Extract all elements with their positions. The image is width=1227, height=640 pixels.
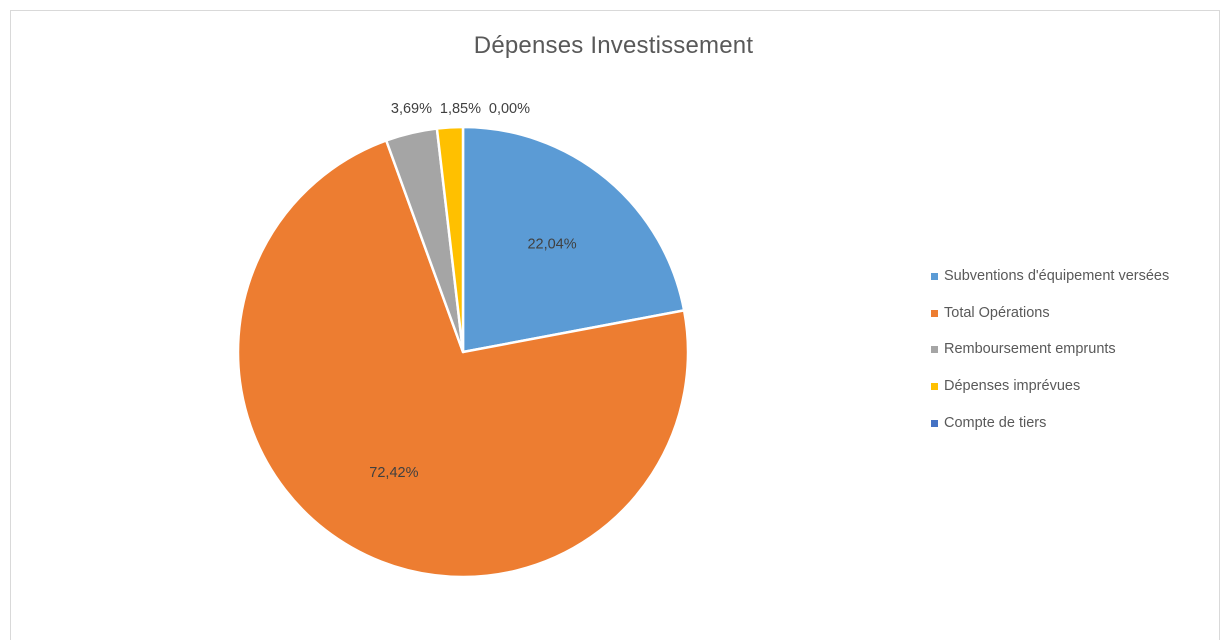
legend: Subventions d'équipement versées Total Op… <box>931 268 1169 451</box>
legend-label: Dépenses imprévues <box>944 378 1081 395</box>
legend-swatch <box>931 273 938 280</box>
legend-swatch <box>931 346 938 354</box>
legend-item-total-operations: Total Opérations <box>931 305 1169 342</box>
chart-title: Dépenses Investissement <box>473 32 754 59</box>
legend-swatch <box>931 419 938 427</box>
pie-slices <box>236 125 690 579</box>
pie-slice-subventions-d-equipement-versees <box>461 125 686 354</box>
data-label-remboursement-emprunts: 3,69% <box>391 101 432 117</box>
chart-frame <box>10 10 1220 640</box>
legend-label: Subventions d'équipement versées <box>944 268 1170 284</box>
legend-item-remboursement-emprunts: Remboursement emprunts <box>931 341 1169 378</box>
data-label-depenses-imprevues: 1,85% <box>440 101 481 117</box>
legend-swatch <box>931 383 938 391</box>
legend-item-compte-de-tiers: Compte de tiers <box>931 415 1169 452</box>
legend-item-subventions-d-equipement-versees: Subventions d'équipement versées <box>931 268 1169 305</box>
legend-item-depenses-imprevues: Dépenses imprévues <box>931 378 1169 415</box>
pie-slice-depenses-imprevues <box>435 125 465 354</box>
pie-slice-total-operations <box>236 139 690 579</box>
data-label-total-operations: 72,42% <box>369 465 418 481</box>
data-label-compte-de-tiers: 0,00% <box>489 101 530 117</box>
legend-label: Remboursement emprunts <box>944 341 1116 358</box>
data-label-subventions-d-equipement-versees: 22,04% <box>527 237 576 253</box>
legend-swatch <box>931 309 938 317</box>
legend-label: Total Opérations <box>944 304 1050 321</box>
data-labels: 22,04% 72,42% 3,69% 1,85% 0,00% <box>369 101 576 481</box>
legend-label: Compte de tiers <box>944 414 1047 431</box>
